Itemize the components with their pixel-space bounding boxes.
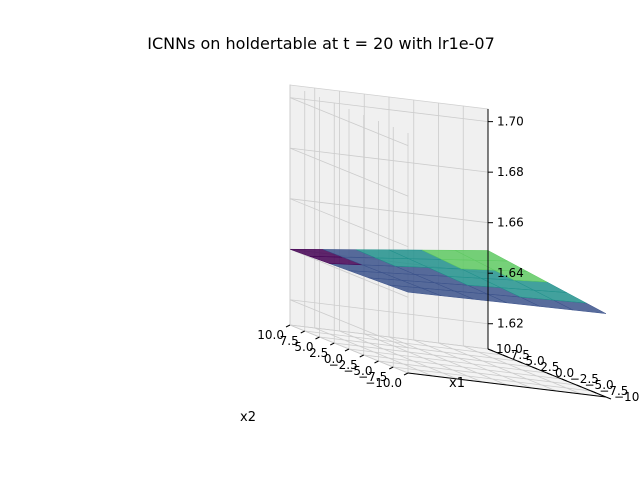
x2-tick: [285, 324, 291, 328]
x1-tick: [517, 360, 523, 364]
x1-tick: [561, 378, 567, 382]
chart-title: ICNNs on holdertable at t = 20 with lr1e…: [147, 34, 495, 53]
x1-tick-label: 2.5: [540, 360, 559, 374]
grid-line: [289, 198, 409, 248]
x1-tick-label: −5.0: [585, 378, 614, 392]
grid-line: [289, 147, 409, 197]
x1-tick: [546, 372, 553, 376]
x2-tick-label: −7.5: [358, 370, 387, 384]
x1-axis-label: x1: [449, 376, 465, 391]
grid-line: [393, 366, 592, 392]
x1-tick-label: −2.5: [570, 372, 599, 386]
x2-tick: [300, 330, 305, 334]
grid-line: [289, 97, 409, 147]
z-tick-label: 1.68: [497, 165, 524, 179]
grid-line: [378, 360, 577, 386]
x2-tick-label: 0.0: [324, 352, 343, 366]
x2-axis-label: x2: [240, 410, 256, 425]
grid-line: [289, 97, 489, 123]
grid-line: [319, 336, 518, 362]
axes: [285, 109, 612, 400]
x1-tick: [502, 354, 508, 358]
tick-labels: 10.07.55.02.50.0−2.5−5.0−7.5−10.0−10.0−7…: [257, 115, 640, 404]
x2-tick: [403, 372, 409, 376]
x2-tick-label: 10.0: [257, 328, 284, 342]
x1-tick-label: 5.0: [526, 354, 545, 368]
x2-tick-label: −5.0: [343, 364, 372, 378]
x1-tick-label: −7.5: [599, 384, 628, 398]
grid-line: [289, 324, 489, 350]
z-tick-label: 1.62: [497, 317, 524, 331]
z-tick-label: 1.64: [497, 266, 524, 280]
grid-line: [348, 348, 548, 374]
x2-tick: [374, 360, 379, 364]
grid-line: [289, 198, 489, 224]
grid-line: [289, 248, 409, 298]
x2-tick: [359, 354, 364, 358]
x1-tick: [532, 366, 538, 370]
x2-tick-label: 7.5: [280, 334, 299, 348]
x1-tick-label: 0.0: [555, 366, 574, 380]
x2-tick: [330, 342, 335, 346]
x1-tick: [487, 348, 494, 352]
z-tick-label: 1.66: [497, 216, 524, 230]
x2-tick-label: 5.0: [294, 340, 313, 354]
x1-tick: [576, 384, 582, 388]
grid-line: [289, 147, 489, 173]
surface-plot: [289, 248, 607, 314]
x2-tick-label: 2.5: [309, 346, 328, 360]
grid-line: [289, 299, 409, 349]
x1-tick-label: 10.0: [496, 342, 523, 356]
x2-tick-label: −2.5: [329, 358, 358, 372]
grid-line: [289, 299, 489, 325]
x2-tick: [389, 366, 394, 370]
grid-line: [304, 330, 503, 356]
x2-tick: [344, 348, 350, 352]
x1-tick: [591, 390, 597, 394]
grid-line: [334, 342, 533, 368]
x1-tick: [605, 396, 612, 400]
x1-tick-label: 7.5: [511, 348, 530, 362]
grid-line: [363, 354, 562, 380]
x2-tick: [315, 336, 320, 340]
x1-tick-label: −10.0: [614, 390, 640, 404]
x2-tick-label: −10.0: [365, 376, 402, 390]
z-tick-label: 1.70: [497, 115, 524, 129]
x1-axis-line: [407, 372, 607, 398]
